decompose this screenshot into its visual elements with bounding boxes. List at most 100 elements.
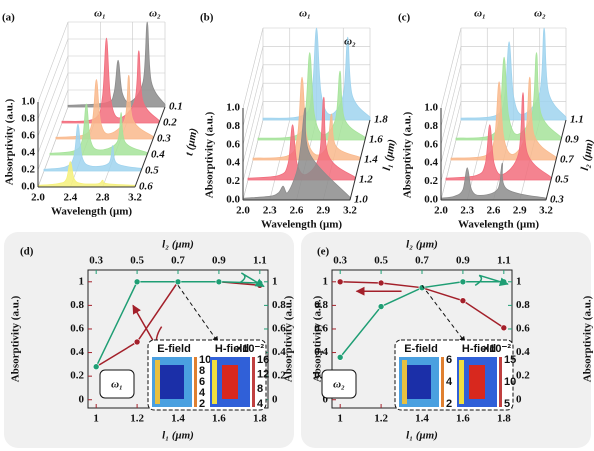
x2-tick-label: 0.7 bbox=[415, 255, 429, 267]
x-tick-label: 2.3 bbox=[460, 205, 474, 217]
colorbar bbox=[252, 357, 255, 407]
y-tick-label: 0.0 bbox=[21, 181, 35, 193]
x-tick-label: 2.4 bbox=[63, 192, 77, 204]
x-tick-label: 2.6 bbox=[290, 205, 304, 217]
series-point bbox=[133, 278, 141, 286]
spectrum bbox=[67, 21, 166, 108]
depth-tick-label: 0.4 bbox=[151, 149, 165, 161]
inset-label: H-field bbox=[462, 343, 496, 355]
colorbar-label: 15 bbox=[504, 354, 516, 366]
x-tick-label: 1 bbox=[93, 413, 99, 425]
colorbar-label: 16 bbox=[257, 354, 269, 366]
grid-line bbox=[242, 27, 264, 109]
y2-tick-label: 0.2 bbox=[272, 370, 286, 382]
depth-tick-label: 0.2 bbox=[163, 117, 177, 129]
grid-line bbox=[440, 101, 462, 182]
y-tick-label: 0.8 bbox=[314, 299, 328, 311]
y-tick-label: 0.2 bbox=[424, 175, 438, 187]
depth-tick-label: 1.2 bbox=[359, 174, 373, 186]
colorbar-label: 5 bbox=[504, 398, 510, 410]
y-tick-label: 1.0 bbox=[21, 96, 35, 108]
colorbar bbox=[194, 357, 197, 407]
depth-axis-title: l₂ (μm) bbox=[579, 138, 594, 171]
colorbar-label: 6 bbox=[446, 354, 452, 366]
label-box bbox=[321, 369, 357, 399]
depth-tick-label: 0.6 bbox=[139, 181, 153, 193]
field-hot bbox=[222, 365, 238, 399]
colorbar bbox=[441, 357, 444, 407]
y-tick-label: 0.8 bbox=[70, 299, 84, 311]
y-tick-label: 0.8 bbox=[226, 120, 240, 132]
y-tick-label: 1.0 bbox=[226, 102, 240, 114]
y2-tick-label: 0.4 bbox=[272, 346, 286, 358]
inset-label: E-field bbox=[157, 343, 191, 355]
pointer-arrow bbox=[177, 285, 219, 343]
x-axis-title: l₁ (μm) bbox=[406, 430, 438, 442]
colorbar-label: 8 bbox=[199, 365, 205, 377]
y2-axis-title: Absorptivity (a.u.) bbox=[283, 295, 295, 382]
series-point bbox=[459, 278, 467, 286]
grid-line bbox=[440, 46, 462, 127]
series-point bbox=[336, 353, 344, 361]
x-axis-title: l₁ (μm) bbox=[162, 430, 194, 442]
x-tick-label: 3.2 bbox=[343, 205, 357, 217]
x-tick-label: 2.0 bbox=[31, 192, 45, 204]
grid-line bbox=[440, 27, 462, 109]
y-axis-title: Absorptivity (a.u.) bbox=[312, 295, 324, 382]
x-tick-label: 1.6 bbox=[212, 413, 226, 425]
colorbar-label: 8 bbox=[257, 383, 263, 395]
peak-label: ω₁ bbox=[299, 8, 311, 20]
depth-tick-label: 0.5 bbox=[555, 174, 569, 186]
x-tick-label: 1.8 bbox=[497, 413, 511, 425]
x-tick-label: 2.8 bbox=[96, 192, 110, 204]
x-tick-label: 1.4 bbox=[415, 413, 429, 425]
depth-tick-label: 0.9 bbox=[565, 134, 579, 146]
peak-label: ω₂ bbox=[344, 36, 356, 48]
series-point bbox=[133, 338, 141, 346]
y-tick-label: 1.0 bbox=[424, 102, 438, 114]
y-tick-label: 0.2 bbox=[70, 370, 84, 382]
y-tick-label: 0.8 bbox=[21, 113, 35, 125]
field-hot bbox=[212, 360, 217, 404]
depth-axis-title: t (μm) bbox=[183, 127, 200, 156]
depth-tick-label: 0.5 bbox=[145, 165, 159, 177]
y-tick-label: 0.6 bbox=[70, 323, 84, 335]
series-point bbox=[174, 278, 182, 286]
y2-tick-label: 0.4 bbox=[516, 346, 530, 358]
y-tick-label: 1 bbox=[323, 275, 329, 287]
x2-tick-label: 0.9 bbox=[212, 255, 226, 267]
arrow bbox=[474, 274, 509, 287]
series-point bbox=[92, 363, 100, 371]
x-tick-label: 1.6 bbox=[456, 413, 470, 425]
panel-label: (e) bbox=[317, 246, 330, 258]
x-tick-label: 2.6 bbox=[487, 205, 501, 217]
y-tick-label: 0.8 bbox=[424, 120, 438, 132]
peak-label: ω₂ bbox=[149, 8, 161, 20]
depth-tick-label: 1.6 bbox=[369, 134, 383, 146]
depth-tick-label: 0.7 bbox=[560, 154, 574, 166]
grid-line bbox=[440, 64, 462, 145]
depth-axis bbox=[545, 119, 567, 201]
panel-label: (c) bbox=[398, 12, 411, 24]
depth-axis bbox=[349, 119, 371, 201]
x2-tick-label: 0.5 bbox=[374, 255, 388, 267]
grid-line bbox=[242, 64, 264, 145]
x-tick-label: 2.9 bbox=[316, 205, 330, 217]
grid-line bbox=[242, 46, 264, 127]
y-axis-title: Absorptivity (a.u.) bbox=[402, 111, 414, 198]
series-point bbox=[418, 284, 426, 291]
spectrum bbox=[445, 92, 552, 181]
grid-line bbox=[440, 83, 462, 164]
grid-line bbox=[37, 21, 69, 103]
y2-tick-label: 0.8 bbox=[516, 299, 530, 311]
x-tick-label: 3.2 bbox=[128, 192, 142, 204]
peak-label: ω₂ bbox=[534, 8, 546, 20]
series-point bbox=[459, 297, 467, 304]
x2-axis-title: l₂ (μm) bbox=[162, 239, 194, 251]
grid-line bbox=[37, 106, 69, 188]
y-tick-label: 0.4 bbox=[226, 157, 240, 169]
spectrum bbox=[37, 161, 136, 188]
panel-label: (d) bbox=[20, 246, 34, 258]
y-tick-label: 0.2 bbox=[226, 175, 240, 187]
